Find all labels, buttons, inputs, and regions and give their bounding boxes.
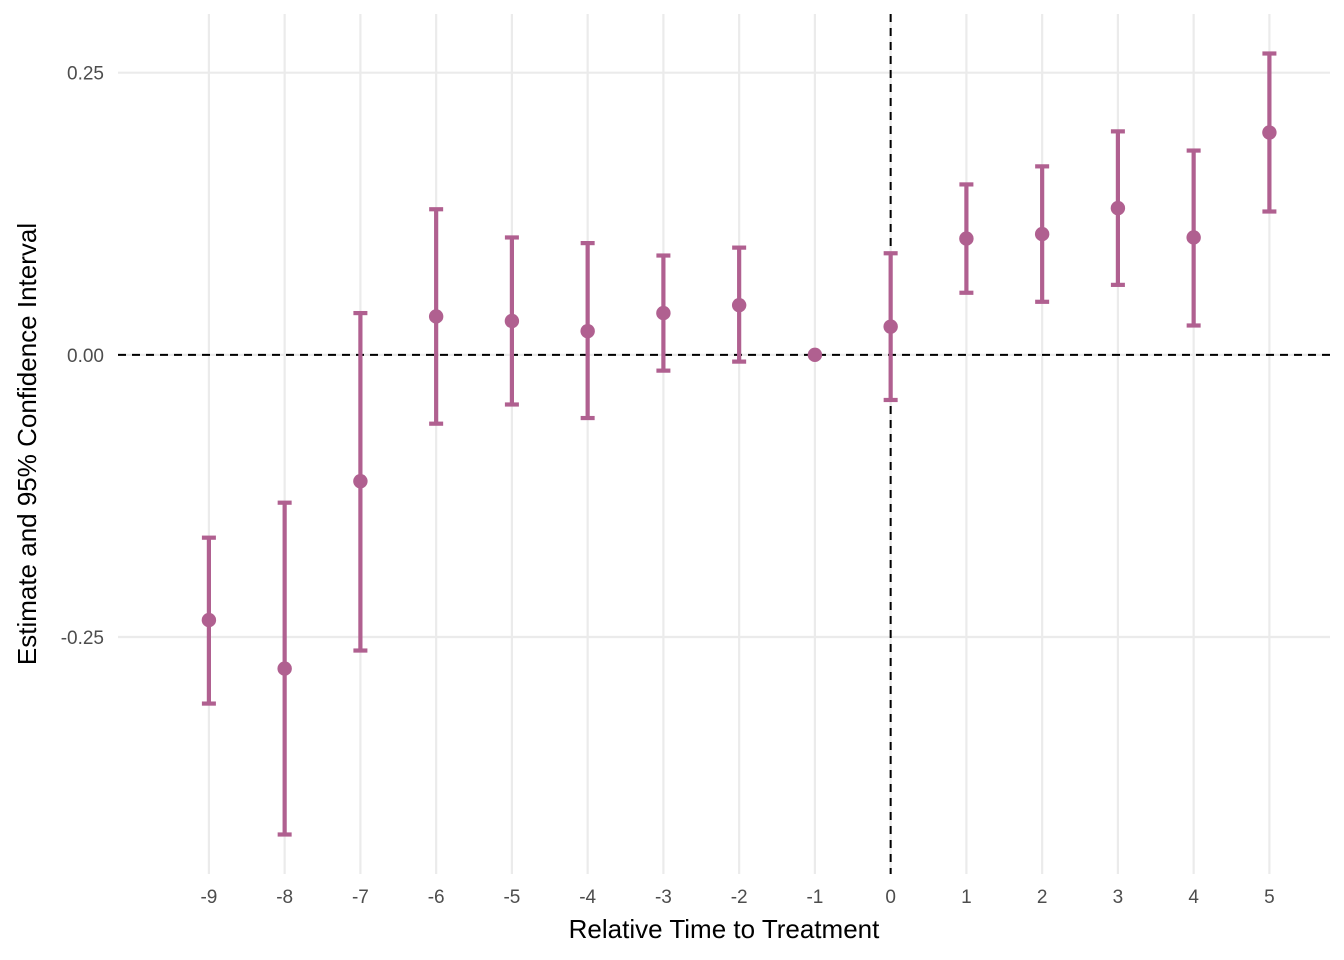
y-axis-tick-labels: -0.25 0.00 0.25 xyxy=(61,64,104,649)
x-tick-label: -9 xyxy=(200,887,217,908)
x-tick-label: 3 xyxy=(1113,887,1124,908)
y-tick-label: -0.25 xyxy=(61,628,104,649)
x-tick-label: -1 xyxy=(806,887,823,908)
estimate-point xyxy=(883,319,898,334)
grid-lines xyxy=(118,14,1330,874)
x-axis-title: Relative Time to Treatment xyxy=(569,914,880,944)
estimate-point xyxy=(1110,200,1126,216)
y-tick-label: 0.25 xyxy=(67,64,104,85)
x-tick-label: 2 xyxy=(1037,887,1048,908)
y-axis-title: Estimate and 95% Confidence Interval xyxy=(12,223,42,665)
estimate-point xyxy=(807,347,823,363)
x-tick-label: -7 xyxy=(352,887,369,908)
estimate-point xyxy=(504,313,520,329)
estimate-point xyxy=(353,474,368,489)
estimate-point xyxy=(1034,226,1050,242)
x-tick-label: -8 xyxy=(276,887,293,908)
estimate-point xyxy=(656,305,671,321)
x-tick-label: -5 xyxy=(503,887,520,908)
estimate-point xyxy=(580,323,595,339)
y-tick-label: 0.00 xyxy=(67,346,104,367)
reference-lines xyxy=(118,14,1330,874)
x-tick-label: 1 xyxy=(961,887,972,908)
x-tick-label: -4 xyxy=(579,887,596,908)
estimate-point xyxy=(428,309,444,324)
x-tick-label: -3 xyxy=(655,887,672,908)
estimate-point xyxy=(1186,230,1201,245)
estimate-point xyxy=(731,297,747,313)
estimate-point xyxy=(201,612,217,628)
x-tick-label: 4 xyxy=(1188,887,1199,908)
x-axis-tick-labels: -9 -8 -7 -6 -5 -4 -3 -2 -1 0 1 2 3 4 5 xyxy=(200,887,1274,908)
estimate-point xyxy=(277,661,292,676)
data-marks xyxy=(201,51,1277,837)
x-tick-label: 5 xyxy=(1264,887,1275,908)
estimate-point xyxy=(959,231,974,246)
x-tick-label: -2 xyxy=(731,887,748,908)
estimate-point xyxy=(1262,125,1277,140)
x-tick-label: -6 xyxy=(428,887,445,908)
x-tick-label: 0 xyxy=(885,887,896,908)
